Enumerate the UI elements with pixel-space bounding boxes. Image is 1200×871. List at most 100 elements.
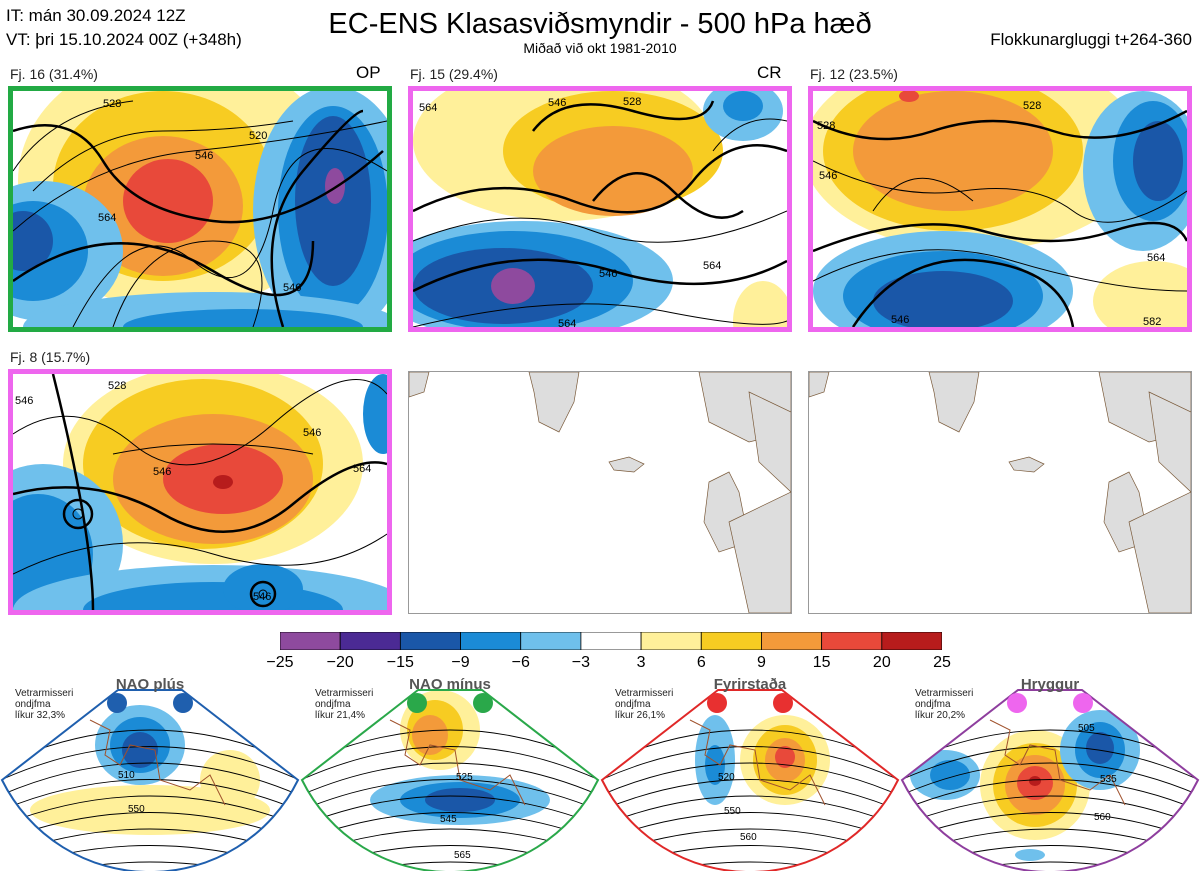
contour-label: 546: [891, 314, 909, 326]
colorbar-tick-label: −9: [451, 654, 470, 671]
regime-map-4: [902, 690, 1198, 871]
panel-1-label: Fj. 16 (31.4%): [10, 66, 98, 82]
panel-4-label: Fj. 8 (15.7%): [10, 349, 91, 365]
regime-contour-label: 565: [454, 850, 471, 861]
page-title: EC-ENS Klasasviðsmyndir - 500 hPa hæð: [328, 8, 872, 40]
regime-contour-label: 545: [440, 814, 457, 825]
regime-center-dot: [773, 693, 793, 713]
regime-map-3: [602, 690, 898, 871]
regime-contour-label: 520: [718, 772, 735, 783]
regime-note-line: Vetrarmisseri: [915, 688, 974, 699]
classification-window: Flokkunargluggi t+264-360: [990, 30, 1192, 49]
contour-label: 564: [703, 260, 721, 272]
regime-title: Fyrirstaða: [713, 676, 787, 693]
regime-note-line: Vetrarmisseri: [315, 688, 374, 699]
contour-label: 564: [419, 102, 437, 114]
regime-map-1: [2, 690, 298, 871]
cluster-map-panel-5: [408, 371, 792, 614]
contour-label: 528: [1023, 100, 1041, 112]
cluster-map-panel-4: 546 528 546 564 546 546: [8, 369, 392, 615]
contour-label: 582: [1143, 316, 1161, 327]
page-subtitle: Miðað við okt 1981-2010: [523, 40, 677, 56]
regime-center-dot: [1073, 693, 1093, 713]
panel-2-tag: CR: [757, 63, 782, 82]
regime-map-2: [302, 690, 598, 871]
regime-contour-label: 535: [1100, 774, 1117, 785]
contour-label: 528: [623, 96, 641, 108]
regime-sector-outline: [600, 689, 900, 871]
contour-label: 564: [353, 463, 371, 475]
contour-label: 564: [558, 318, 576, 327]
contour-label: 546: [253, 591, 271, 603]
regime-note-line: líkur 21,4%: [315, 710, 366, 721]
regime-center-dot: [707, 693, 727, 713]
regime-title: NAO mínus: [409, 676, 491, 693]
contour-label: 546: [303, 427, 321, 439]
colorbar-tick-label: 15: [812, 654, 831, 671]
contour-label: 528: [108, 380, 126, 392]
colorbar-tick-label: 3: [636, 654, 646, 671]
regime-note-line: ondjfma: [15, 699, 51, 710]
regime-contour-label: 560: [1094, 812, 1111, 823]
regime-center-dot: [173, 693, 193, 713]
colorbar-tick-label: −6: [511, 654, 530, 671]
regime-sector-outline: [900, 689, 1200, 871]
regime-contour-label: 505: [1078, 723, 1095, 734]
regime-note-line: ondjfma: [315, 699, 351, 710]
cluster-map-panel-3: 528 528 546 546 564 582: [808, 86, 1192, 332]
regime-contour-label: 525: [456, 772, 473, 783]
regime-note: Vetrarmisseri ondjfma líkur 32,3%: [15, 688, 85, 721]
contour-label: 546: [195, 150, 213, 162]
colorbar-tick-label: −20: [326, 654, 354, 671]
panel-1-tag: OP: [356, 63, 381, 82]
colorbar-tick-label: −25: [266, 654, 294, 671]
regime-title: NAO plús: [115, 676, 185, 693]
regime-note-line: ondjfma: [615, 699, 651, 710]
regime-note: Vetrarmisseri ondjfma líkur 20,2%: [915, 688, 985, 721]
regime-note-line: Vetrarmisseri: [15, 688, 74, 699]
colorbar-tick-label: 25: [933, 654, 951, 671]
colorbar-tick-label: 20: [872, 654, 891, 671]
regime-center-dot: [107, 693, 127, 713]
regime-contour-label: 560: [740, 832, 757, 843]
regime-contour-label: 510: [118, 770, 135, 781]
panel-2-label: Fj. 15 (29.4%): [410, 66, 498, 82]
regime-note-line: Vetrarmisseri: [615, 688, 674, 699]
init-time: IT: mán 30.09.2024 12Z: [6, 6, 186, 25]
contour-label: 528: [103, 98, 121, 110]
panel-3-label: Fj. 12 (23.5%): [810, 66, 898, 82]
regime-center-dot: [473, 693, 493, 713]
regime-center-dot: [1007, 693, 1027, 713]
colorbar-tick-label: 6: [696, 654, 706, 671]
regime-center-dot: [407, 693, 427, 713]
regime-contour-label: 550: [724, 806, 741, 817]
contour-label: 564: [98, 212, 116, 224]
contour-label: 546: [283, 282, 301, 294]
contour-label: 546: [153, 466, 171, 478]
regime-note: Vetrarmisseri ondjfma líkur 26,1%: [615, 688, 685, 721]
colorbar-tick-label: −15: [386, 654, 414, 671]
regime-note-line: ondjfma: [915, 699, 951, 710]
regime-sector-outline: [0, 689, 300, 871]
colorbar-tick-label: −3: [571, 654, 591, 671]
cluster-map-panel-2: 564 528 546 546 564 564: [408, 86, 792, 332]
regime-note: Vetrarmisseri ondjfma líkur 21,4%: [315, 688, 385, 721]
contour-label: 546: [599, 268, 617, 280]
contour-label: 564: [1147, 252, 1165, 264]
regime-note-line: líkur 20,2%: [915, 710, 966, 721]
regime-contour-label: 550: [128, 804, 145, 815]
regime-note-line: líkur 26,1%: [615, 710, 666, 721]
contour-label: 528: [817, 120, 835, 132]
regime-sector-outline: [300, 689, 600, 871]
valid-time: VT: þri 15.10.2024 00Z (+348h): [6, 30, 242, 49]
contour-label: 546: [15, 395, 33, 407]
regime-title: Hryggur: [1020, 676, 1080, 693]
colorbar-tick-label: 9: [757, 654, 766, 671]
colorbar: [279, 631, 943, 651]
contour-label: 520: [249, 130, 267, 142]
contour-label: 546: [548, 97, 566, 109]
regime-note-line: líkur 32,3%: [15, 710, 66, 721]
contour-label: 546: [819, 170, 837, 182]
cluster-map-panel-1: 528 520 546 564 546: [8, 86, 392, 332]
